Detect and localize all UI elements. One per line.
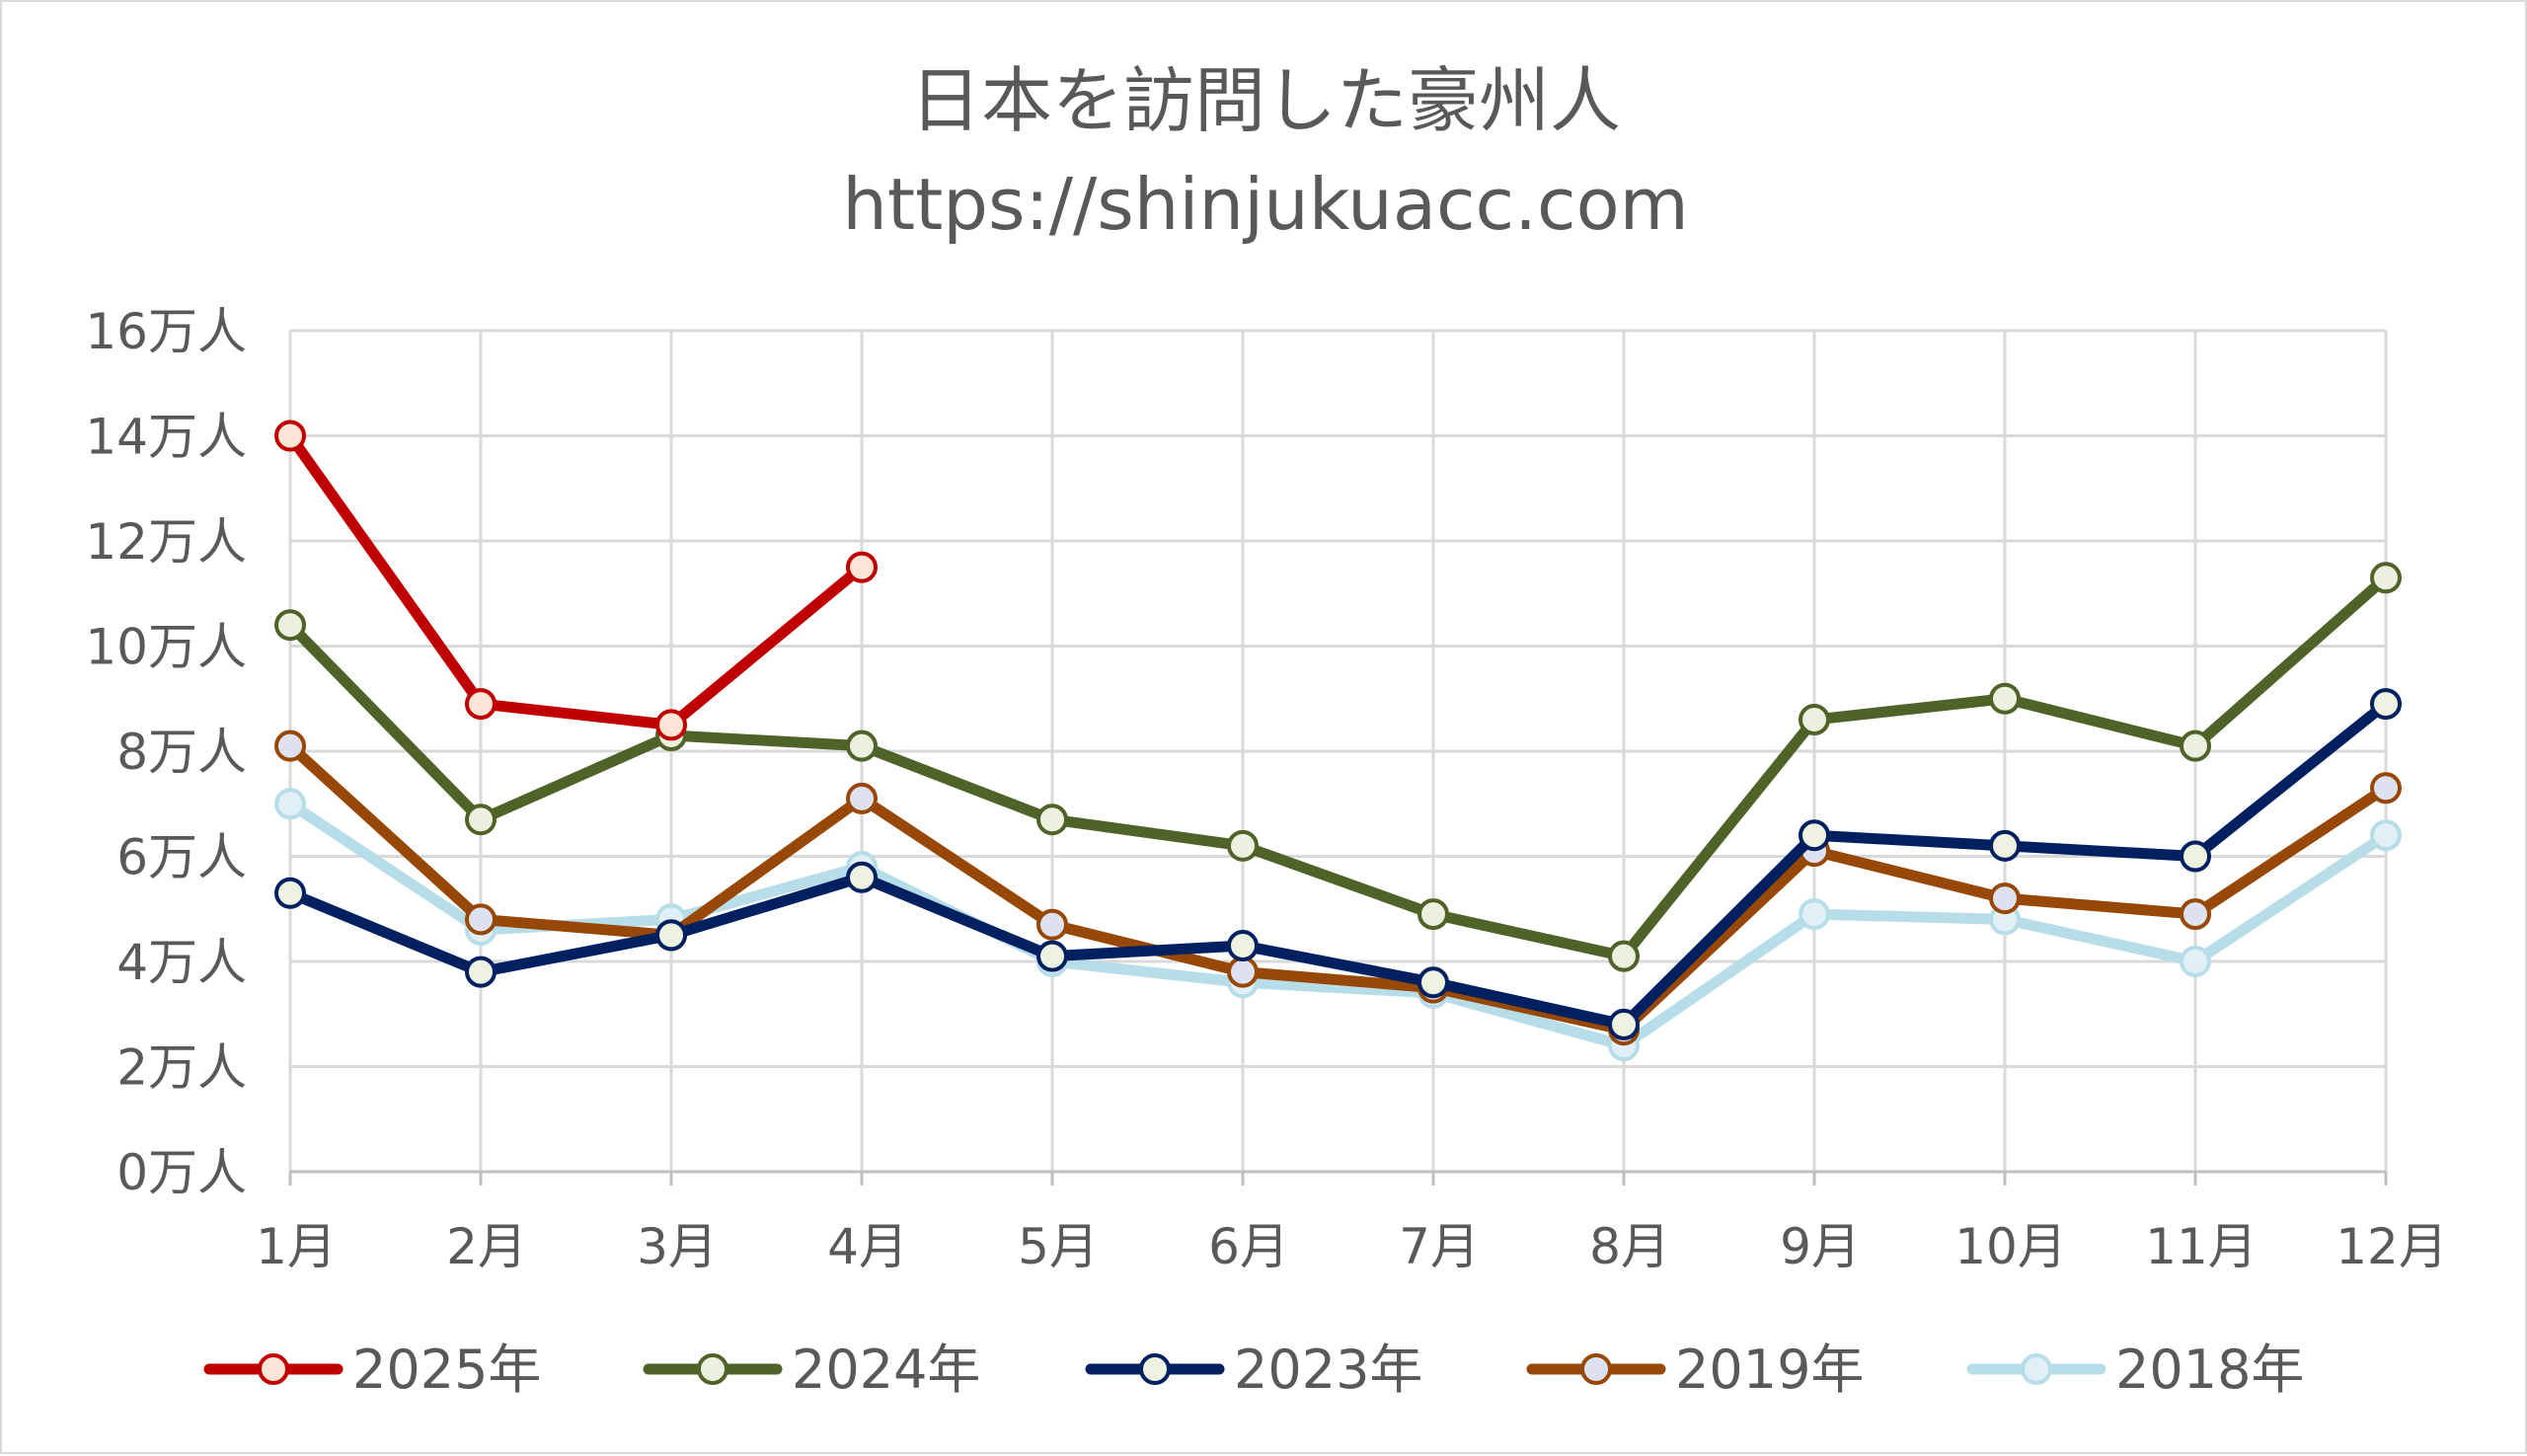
legend-swatch-marker: [697, 1353, 728, 1385]
x-tick-label: 11月: [2145, 1218, 2258, 1275]
legend-swatch-marker: [2021, 1353, 2052, 1385]
data-point: [1989, 682, 2021, 715]
data-point: [2180, 729, 2211, 762]
data-point: [274, 729, 306, 762]
legend-item: 2023年: [1085, 1339, 1422, 1401]
data-point: [1799, 819, 1830, 852]
x-tick-label: 12月: [2336, 1218, 2448, 1275]
data-point: [274, 609, 306, 642]
x-tick-label: 8月: [1589, 1218, 1670, 1275]
y-tick-label: 10万人: [85, 619, 247, 676]
series-line: [284, 798, 2392, 1051]
series-2023年: [274, 688, 2402, 1040]
data-point: [465, 956, 497, 988]
data-point: [1417, 966, 1449, 999]
series-layer: [274, 420, 2402, 1062]
data-point: [1989, 882, 2021, 915]
legend-label: 2019年: [1675, 1339, 1864, 1401]
y-tick-label: 16万人: [85, 303, 247, 360]
data-point: [846, 551, 878, 583]
data-point: [1036, 804, 1068, 836]
data-point: [274, 788, 306, 820]
x-tick-label: 2月: [446, 1218, 527, 1275]
data-point: [2370, 819, 2402, 852]
series-2024年: [274, 562, 2402, 972]
legend-label: 2025年: [352, 1339, 541, 1401]
data-point: [1799, 898, 1830, 931]
legend-label: 2023年: [1234, 1339, 1422, 1401]
data-point: [2370, 562, 2402, 594]
legend-label: 2024年: [792, 1339, 980, 1401]
legend-swatch-marker: [1580, 1353, 1612, 1385]
y-tick-label: 0万人: [116, 1144, 247, 1201]
data-point: [465, 903, 497, 936]
legend-swatch-marker: [1139, 1353, 1171, 1385]
x-tick-label: 7月: [1399, 1218, 1480, 1275]
legend-swatch-marker: [258, 1353, 289, 1385]
legend-item: 2018年: [1966, 1339, 2304, 1401]
series-2019年: [274, 729, 2402, 1046]
data-point: [2370, 772, 2402, 805]
data-point: [2370, 688, 2402, 721]
y-tick-label: 2万人: [116, 1039, 247, 1097]
data-point: [1799, 704, 1830, 736]
x-tick-label: 6月: [1208, 1218, 1289, 1275]
series-line: [284, 430, 868, 730]
axis-layer: 0万人 2万人 4万人 6万人 8万人 10万人 12万人 14万人 16万人 1月 2月 3月 4月 5…: [85, 303, 2447, 1275]
data-point: [274, 420, 306, 452]
data-point: [655, 709, 687, 741]
data-point: [655, 919, 687, 952]
data-point: [1608, 940, 1640, 972]
data-point: [2180, 946, 2211, 977]
series-2025年: [274, 420, 878, 741]
y-tick-label: 6万人: [116, 829, 247, 886]
x-tick-label: 3月: [637, 1218, 718, 1275]
series-line: [284, 698, 2392, 1031]
x-tick-label: 1月: [256, 1218, 337, 1275]
data-point: [1417, 898, 1449, 931]
legend: 2025年 2024年 2023年 2019年 2018年: [203, 1339, 2304, 1401]
legend-label: 2018年: [2115, 1339, 2304, 1401]
data-point: [274, 877, 306, 909]
data-point: [1036, 940, 1068, 972]
data-point: [1227, 930, 1259, 962]
data-point: [465, 804, 497, 836]
x-tick-label: 4月: [827, 1218, 908, 1275]
legend-item: 2025年: [203, 1339, 541, 1401]
series-line: [284, 572, 2392, 962]
x-tick-label: 10月: [1954, 1218, 2067, 1275]
data-point: [1989, 829, 2021, 862]
grid-layer: [288, 329, 2388, 1174]
data-point: [1227, 956, 1259, 988]
y-tick-label: 12万人: [85, 513, 247, 571]
data-point: [1036, 908, 1068, 941]
chart-subtitle: https://shinjukuacc.com: [842, 163, 1689, 246]
data-point: [465, 688, 497, 721]
y-tick-label: 14万人: [85, 409, 247, 466]
data-point: [1608, 1008, 1640, 1040]
data-point: [846, 782, 878, 814]
data-point: [846, 861, 878, 893]
y-tick-label: 8万人: [116, 724, 247, 781]
data-point: [2180, 840, 2211, 873]
data-point: [2180, 898, 2211, 931]
data-point: [846, 729, 878, 762]
x-tick-label: 5月: [1018, 1218, 1099, 1275]
x-tick-label: 9月: [1780, 1218, 1861, 1275]
series-line: [284, 740, 2392, 1035]
y-tick-label: 4万人: [116, 934, 247, 991]
legend-item: 2024年: [643, 1339, 980, 1401]
chart-title: 日本を訪問した豪州人: [910, 59, 1621, 142]
data-point: [1227, 829, 1259, 862]
legend-item: 2019年: [1526, 1339, 1864, 1401]
